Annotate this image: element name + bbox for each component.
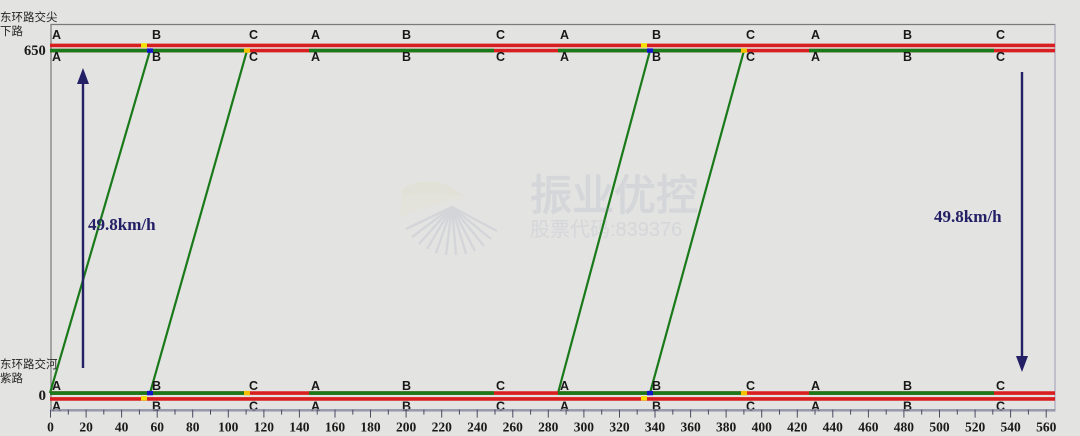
svg-text:A: A [311, 50, 320, 64]
svg-text:东环路交尖: 东环路交尖 [0, 10, 58, 24]
svg-text:260: 260 [503, 420, 524, 435]
svg-text:C: C [496, 28, 505, 42]
svg-text:500: 500 [929, 420, 950, 435]
svg-text:0: 0 [47, 420, 54, 435]
svg-text:280: 280 [538, 420, 559, 435]
svg-text:40: 40 [115, 420, 129, 435]
svg-text:C: C [249, 28, 258, 42]
svg-text:B: B [903, 50, 912, 64]
svg-text:A: A [811, 379, 820, 393]
svg-text:C: C [746, 28, 755, 42]
svg-text:180: 180 [360, 420, 381, 435]
svg-text:东环路交河: 东环路交河 [0, 357, 58, 371]
svg-text:B: B [652, 50, 661, 64]
svg-text:320: 320 [609, 420, 630, 435]
svg-text:C: C [249, 50, 258, 64]
svg-text:A: A [52, 379, 61, 393]
svg-text:A: A [52, 50, 61, 64]
svg-text:80: 80 [186, 420, 200, 435]
svg-text:49.8km/h: 49.8km/h [934, 207, 1002, 226]
svg-text:520: 520 [965, 420, 986, 435]
svg-text:C: C [996, 28, 1005, 42]
svg-text:240: 240 [467, 420, 488, 435]
svg-text:300: 300 [574, 420, 595, 435]
svg-text:B: B [652, 379, 661, 393]
svg-text:紫路: 紫路 [0, 371, 23, 385]
svg-text:C: C [746, 400, 755, 414]
svg-text:540: 540 [1000, 420, 1021, 435]
svg-text:49.8km/h: 49.8km/h [88, 215, 156, 234]
svg-text:A: A [560, 28, 569, 42]
svg-text:340: 340 [645, 420, 666, 435]
svg-text:B: B [152, 379, 161, 393]
svg-text:60: 60 [150, 420, 164, 435]
svg-text:B: B [903, 379, 912, 393]
svg-text:380: 380 [716, 420, 737, 435]
svg-text:A: A [811, 50, 820, 64]
svg-text:20: 20 [79, 420, 93, 435]
svg-text:B: B [152, 400, 161, 414]
svg-text:C: C [996, 400, 1005, 414]
svg-text:振业优控: 振业优控 [530, 172, 698, 219]
svg-text:A: A [811, 28, 820, 42]
svg-text:440: 440 [823, 420, 844, 435]
svg-text:C: C [496, 400, 505, 414]
svg-text:B: B [903, 28, 912, 42]
svg-text:220: 220 [432, 420, 453, 435]
svg-text:480: 480 [894, 420, 915, 435]
svg-text:A: A [52, 400, 61, 414]
svg-text:C: C [996, 50, 1005, 64]
svg-text:560: 560 [1036, 420, 1057, 435]
svg-text:C: C [249, 400, 258, 414]
svg-text:100: 100 [218, 420, 239, 435]
svg-text:股票代码:839376: 股票代码:839376 [530, 218, 682, 241]
svg-text:400: 400 [752, 420, 773, 435]
svg-text:B: B [402, 50, 411, 64]
svg-text:C: C [496, 50, 505, 64]
svg-text:B: B [652, 400, 661, 414]
svg-text:A: A [311, 28, 320, 42]
svg-text:A: A [311, 400, 320, 414]
svg-text:120: 120 [254, 420, 275, 435]
svg-text:B: B [402, 28, 411, 42]
svg-text:C: C [746, 379, 755, 393]
svg-text:A: A [311, 379, 320, 393]
svg-text:460: 460 [858, 420, 879, 435]
svg-text:A: A [560, 50, 569, 64]
svg-text:0: 0 [39, 388, 47, 404]
svg-text:A: A [560, 379, 569, 393]
svg-text:420: 420 [787, 420, 808, 435]
svg-text:C: C [496, 379, 505, 393]
svg-text:650: 650 [24, 43, 46, 59]
svg-text:B: B [402, 379, 411, 393]
svg-text:160: 160 [325, 420, 346, 435]
svg-text:B: B [152, 28, 161, 42]
svg-text:A: A [52, 28, 61, 42]
svg-text:C: C [249, 379, 258, 393]
svg-text:下路: 下路 [0, 24, 23, 38]
svg-text:200: 200 [396, 420, 417, 435]
svg-text:B: B [652, 28, 661, 42]
svg-text:140: 140 [289, 420, 310, 435]
svg-text:C: C [996, 379, 1005, 393]
svg-text:A: A [811, 400, 820, 414]
svg-text:360: 360 [680, 420, 701, 435]
svg-text:C: C [746, 50, 755, 64]
svg-text:B: B [152, 50, 161, 64]
svg-text:A: A [560, 400, 569, 414]
